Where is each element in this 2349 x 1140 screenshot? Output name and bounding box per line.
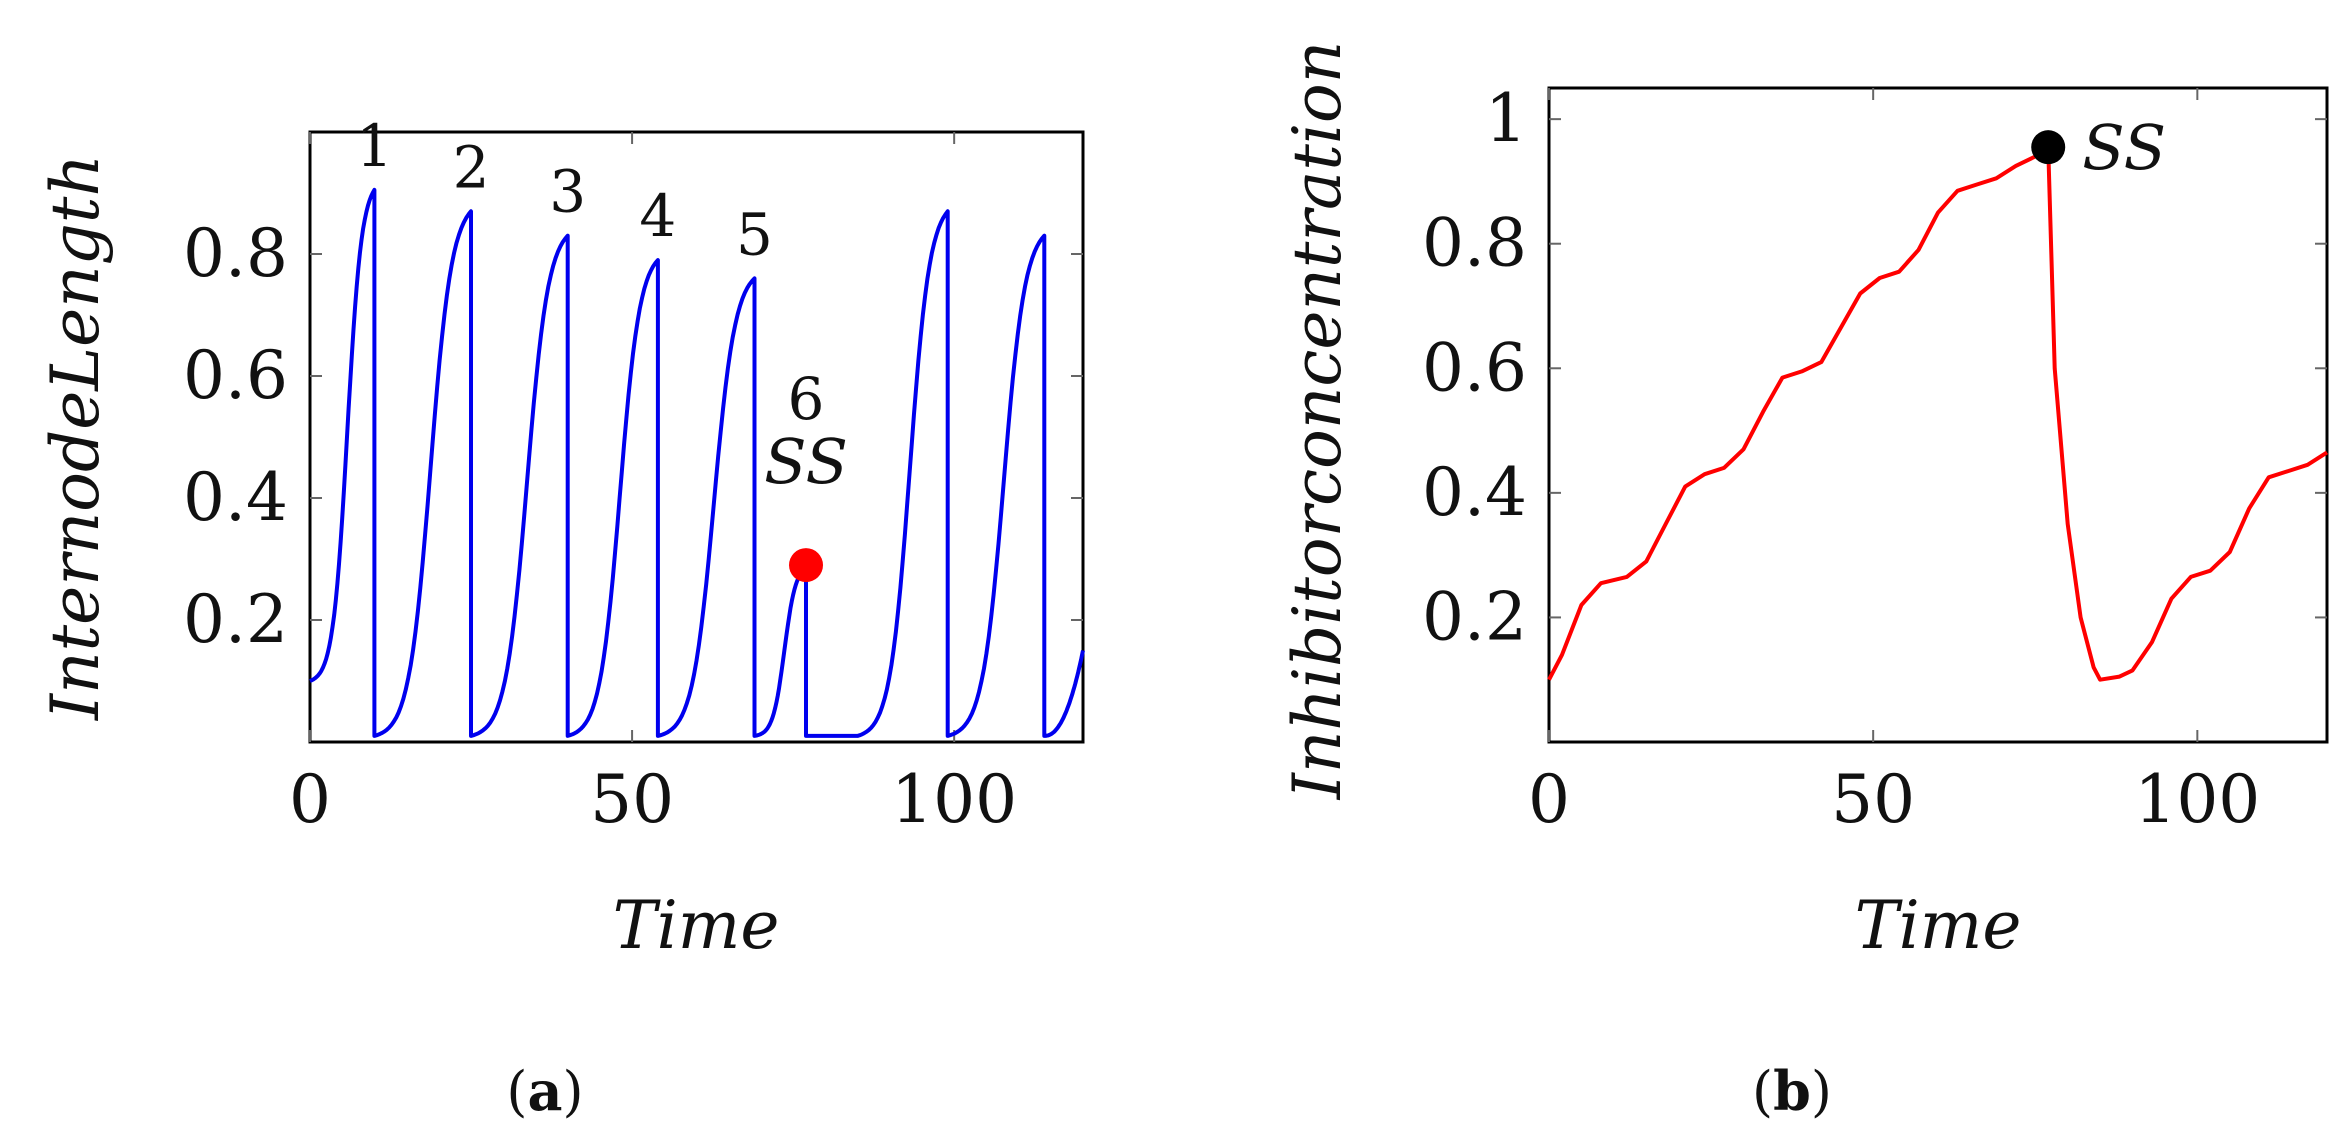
panel-a-y-tick-label: 0.4 (183, 459, 288, 536)
panel-b-y-tick-label: 0.4 (1422, 454, 1527, 531)
panel-a-annotations: 1 2 3 4 5 6SS (356, 112, 848, 498)
panel-a-caption-open: ( (506, 1060, 527, 1123)
panel-b-y-tick-label: 0.2 (1422, 578, 1527, 655)
panel-a-peak-label: 3 (549, 158, 586, 226)
panel-b-y-tick-label: 0.8 (1422, 205, 1527, 282)
panel-b-x-axis-label: Time (1855, 887, 2022, 964)
panel-b-x-tick-label: 100 (2134, 761, 2260, 838)
panel-a-peak-label: 6 (788, 365, 825, 433)
panel-a-internode-length-chart: 0 50 100 0.2 0.4 0.6 0.8 1 2 3 4 5 6SS Time Interno… (37, 112, 1085, 1123)
panel-a-ss-label: SS (764, 425, 848, 498)
panel-b-series-line (1547, 145, 2329, 682)
panel-b-caption-close: ) (1811, 1060, 1832, 1123)
panel-b-y-tick-label: 0.6 (1422, 329, 1527, 406)
panel-a-peak-label: 2 (453, 133, 490, 201)
panel-a-caption-close: ) (563, 1060, 584, 1123)
panel-b-x-tick-label: 50 (1831, 761, 1915, 838)
panel-b-y-axis-label: Inhibitorconcentration (1279, 41, 1356, 800)
panel-b-ss-marker (2031, 130, 2066, 165)
panel-a-y-tick-label: 0.8 (183, 215, 288, 292)
panel-a-y-tick-label: 0.2 (183, 581, 288, 658)
panel-b-ticks: 0 50 100 0.2 0.4 0.6 0.8 1 (1422, 80, 2327, 838)
panel-a-x-axis-label: Time (613, 887, 780, 964)
panel-a-y-axis-label: InternodeLength (37, 154, 114, 721)
panel-a-x-tick-label: 50 (590, 761, 674, 838)
panel-a-peak-label: 1 (356, 112, 393, 180)
panel-b-caption-letter: b (1773, 1059, 1811, 1123)
panel-a-peak-label: 5 (736, 200, 773, 268)
panel-b-plot-frame (1547, 86, 2329, 744)
panel-a-ticks: 0 50 100 0.2 0.4 0.6 0.8 (183, 132, 1083, 838)
panel-a-ss-marker (789, 548, 824, 583)
panel-a-caption: (a) (506, 1059, 583, 1123)
panel-a-peak-label: 4 (639, 182, 676, 250)
panel-b-inhibitor-concentration-chart: 0 50 100 0.2 0.4 0.6 0.8 1 SS Time Inhibitorcon… (1279, 41, 2329, 1123)
panel-b-caption-open: ( (1752, 1060, 1773, 1123)
panel-b-caption: (b) (1752, 1059, 1832, 1123)
panel-a-x-tick-label: 0 (289, 761, 331, 838)
panel-a-x-tick-label: 100 (891, 761, 1017, 838)
panel-b-annotations: SS (2082, 111, 2166, 184)
panel-a-series-line (309, 187, 1085, 738)
panel-a-plot-frame (308, 130, 1085, 744)
panel-b-ss-label: SS (2082, 111, 2166, 184)
panel-b-x-tick-label: 0 (1528, 761, 1570, 838)
panel-a-y-tick-label: 0.6 (183, 337, 288, 414)
panel-a-caption-letter: a (528, 1059, 563, 1123)
panel-b-y-tick-label: 1 (1485, 80, 1527, 157)
